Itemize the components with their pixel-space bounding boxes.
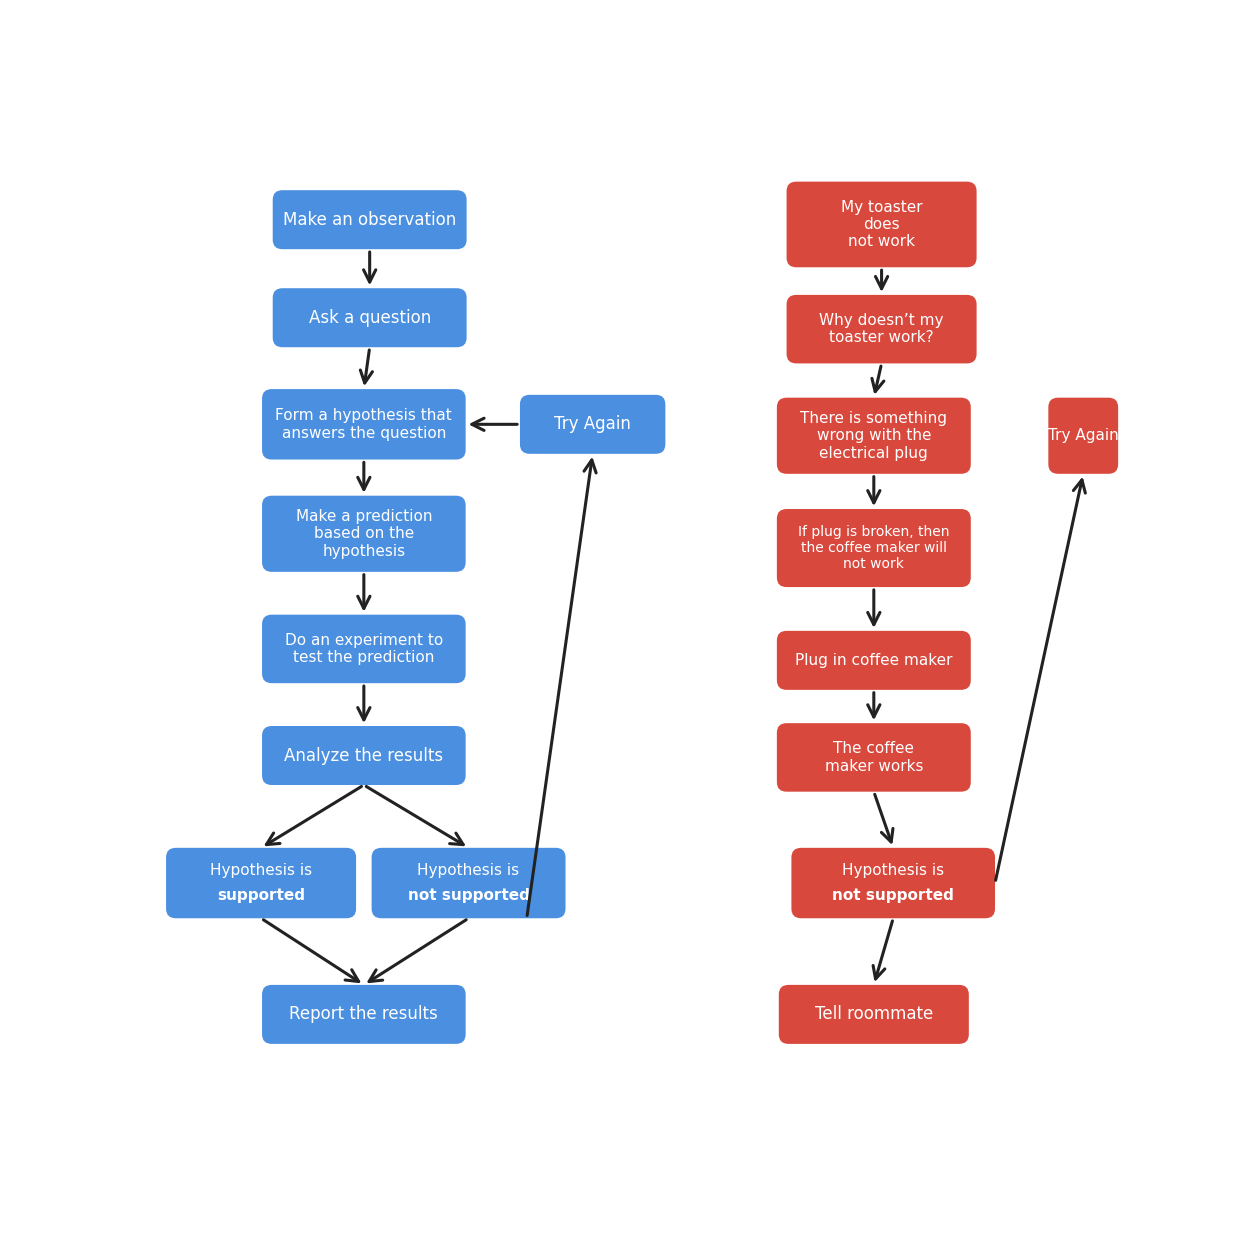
Text: The coffee
maker works: The coffee maker works xyxy=(824,742,923,774)
Text: Why doesn’t my
toaster work?: Why doesn’t my toaster work? xyxy=(819,313,943,345)
FancyBboxPatch shape xyxy=(261,726,465,785)
Text: Make an observation: Make an observation xyxy=(283,210,457,229)
Text: supported: supported xyxy=(218,889,305,904)
FancyBboxPatch shape xyxy=(261,985,465,1044)
FancyBboxPatch shape xyxy=(261,389,465,460)
FancyBboxPatch shape xyxy=(372,848,565,918)
Text: Hypothesis is: Hypothesis is xyxy=(210,863,313,878)
Text: Tell roommate: Tell roommate xyxy=(814,1005,933,1023)
Text: Hypothesis is: Hypothesis is xyxy=(842,863,945,878)
Text: Try Again: Try Again xyxy=(1048,428,1118,444)
FancyBboxPatch shape xyxy=(166,848,357,918)
Text: If plug is broken, then
the coffee maker will
not work: If plug is broken, then the coffee maker… xyxy=(798,525,950,571)
FancyBboxPatch shape xyxy=(779,985,968,1044)
Text: not supported: not supported xyxy=(832,889,955,904)
FancyBboxPatch shape xyxy=(777,509,971,587)
FancyBboxPatch shape xyxy=(261,614,465,684)
FancyBboxPatch shape xyxy=(273,190,467,250)
FancyBboxPatch shape xyxy=(273,288,467,347)
Text: Analyze the results: Analyze the results xyxy=(284,747,443,765)
Text: Do an experiment to
test the prediction: Do an experiment to test the prediction xyxy=(285,633,443,665)
Text: Try Again: Try Again xyxy=(554,415,631,434)
Text: Ask a question: Ask a question xyxy=(309,309,430,326)
FancyBboxPatch shape xyxy=(787,295,977,363)
Text: Report the results: Report the results xyxy=(289,1005,438,1023)
Text: not supported: not supported xyxy=(408,889,529,904)
FancyBboxPatch shape xyxy=(787,182,977,267)
Text: Plug in coffee maker: Plug in coffee maker xyxy=(796,653,952,667)
FancyBboxPatch shape xyxy=(777,398,971,473)
Text: There is something
wrong with the
electrical plug: There is something wrong with the electr… xyxy=(801,410,947,461)
Text: My toaster
does
not work: My toaster does not work xyxy=(841,199,922,250)
FancyBboxPatch shape xyxy=(261,496,465,572)
Text: Hypothesis is: Hypothesis is xyxy=(418,863,519,878)
FancyBboxPatch shape xyxy=(792,848,995,918)
FancyBboxPatch shape xyxy=(1048,398,1118,473)
Text: Make a prediction
based on the
hypothesis: Make a prediction based on the hypothesi… xyxy=(295,509,432,559)
Text: Form a hypothesis that
answers the question: Form a hypothesis that answers the quest… xyxy=(275,408,452,440)
FancyBboxPatch shape xyxy=(777,630,971,690)
FancyBboxPatch shape xyxy=(777,723,971,792)
FancyBboxPatch shape xyxy=(520,394,666,454)
